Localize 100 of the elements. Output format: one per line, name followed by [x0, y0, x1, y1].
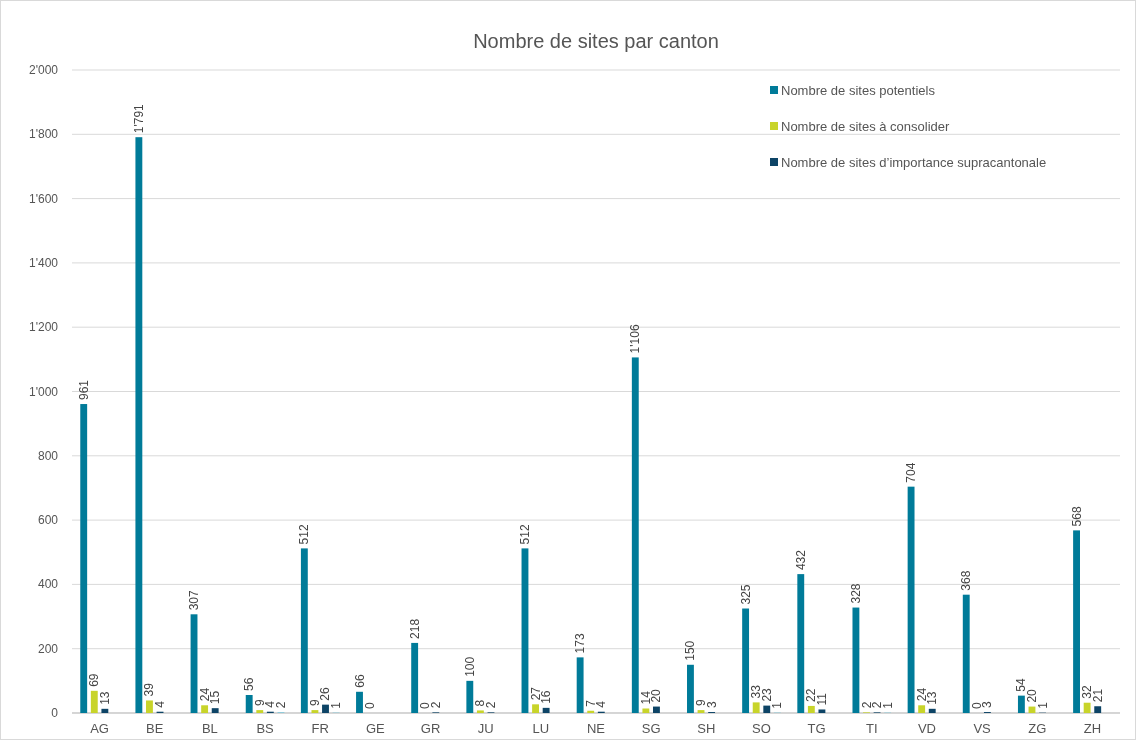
x-tick-label: VS: [973, 721, 992, 736]
bar: [256, 710, 264, 713]
bar: [90, 690, 98, 713]
data-label: 13: [925, 691, 940, 705]
bar: [466, 680, 474, 713]
x-tick-label: GE: [365, 721, 386, 736]
x-tick-label: AG: [90, 721, 109, 736]
bar: [101, 708, 109, 713]
bar: [201, 705, 209, 713]
bar: [642, 708, 650, 713]
data-label: 15: [208, 690, 223, 705]
bar: [653, 706, 660, 713]
bar: [962, 594, 970, 713]
data-label: 2: [428, 701, 443, 709]
bar: [80, 404, 88, 713]
bar: [146, 700, 153, 713]
bar: [928, 708, 936, 713]
data-label: 9: [307, 699, 322, 707]
data-label: 307: [187, 589, 202, 611]
data-label: 368: [959, 570, 974, 591]
bar: [576, 657, 584, 713]
data-label: 3: [704, 701, 719, 709]
bar: [697, 710, 705, 713]
bar: [300, 548, 308, 713]
data-label: 39: [142, 682, 157, 697]
data-label: 3: [980, 701, 995, 709]
bar: [532, 704, 539, 713]
y-tick-label: 200: [37, 641, 59, 656]
x-tick-label: ZH: [1083, 721, 1102, 736]
data-label: 704: [904, 462, 919, 483]
bar: [918, 705, 926, 713]
bar: [818, 709, 826, 713]
y-tick-label: 0: [51, 706, 59, 720]
data-label: 23: [759, 687, 774, 702]
x-tick-label: JU: [477, 721, 494, 736]
data-label: 2: [483, 701, 498, 709]
data-label: 173: [573, 633, 588, 654]
data-label: 13: [97, 691, 112, 705]
bar: [852, 607, 860, 713]
data-label: 1'791: [131, 103, 146, 134]
data-label: 56: [242, 677, 257, 691]
y-tick-label: 400: [37, 577, 59, 592]
x-tick-label: SH: [697, 721, 716, 736]
data-label: 0: [363, 702, 378, 709]
bar: [1017, 695, 1025, 713]
y-tick-label: 600: [37, 513, 59, 528]
bar: [356, 691, 363, 713]
bar: [411, 642, 419, 713]
bar: [763, 705, 771, 713]
legend-label: Nombre de sites d’importance supracantonale: [781, 155, 1047, 170]
bar: [807, 705, 815, 713]
data-label: 2: [273, 701, 288, 709]
bar: [587, 710, 595, 713]
bar: [687, 664, 694, 713]
data-label: 4: [153, 700, 168, 708]
bar: [631, 357, 639, 713]
data-label: 512: [517, 524, 532, 545]
bar: [1083, 702, 1091, 713]
data-label: 1: [880, 701, 895, 709]
data-label: 20: [649, 688, 664, 703]
x-tick-label: SG: [641, 721, 661, 736]
data-label: 26: [318, 686, 333, 701]
data-label: 100: [462, 656, 477, 677]
y-tick-label: 1'600: [29, 191, 59, 206]
bar: [752, 702, 760, 713]
bar: [1094, 706, 1102, 713]
data-label: 21: [1090, 688, 1105, 703]
x-tick-label: LU: [532, 721, 550, 736]
data-label: 218: [407, 618, 422, 639]
bar: [797, 574, 805, 713]
bar: [907, 486, 915, 713]
data-label: 11: [814, 692, 829, 706]
y-tick-label: 2'000: [29, 63, 59, 77]
legend-label: Nombre de sites potentiels: [781, 83, 936, 98]
data-label: 325: [738, 584, 753, 605]
data-label: 432: [793, 549, 808, 571]
x-tick-label: BE: [146, 721, 164, 736]
bar: [311, 710, 319, 713]
y-tick-label: 1'800: [29, 127, 59, 142]
data-label: 150: [683, 640, 698, 661]
bar: [542, 707, 550, 713]
x-tick-label: FR: [311, 721, 329, 736]
bar: [476, 710, 484, 713]
x-tick-label: BS: [256, 721, 275, 736]
x-tick-label: NE: [586, 721, 606, 736]
bar: [135, 137, 143, 713]
data-label: 69: [87, 673, 102, 687]
data-label: 20: [1024, 688, 1039, 703]
data-label: 4: [594, 700, 609, 708]
x-tick-label: BL: [201, 721, 218, 736]
data-label: 1: [329, 701, 344, 709]
x-tick-label: SO: [752, 721, 771, 736]
y-tick-label: 1'000: [29, 384, 59, 399]
data-label: 1: [770, 701, 785, 709]
bar: [211, 708, 219, 713]
x-tick-label: VD: [917, 721, 936, 736]
data-label: 66: [352, 674, 367, 688]
y-tick-label: 800: [37, 448, 59, 463]
x-tick-label: GR: [420, 721, 441, 736]
x-tick-label: ZG: [1028, 721, 1047, 736]
